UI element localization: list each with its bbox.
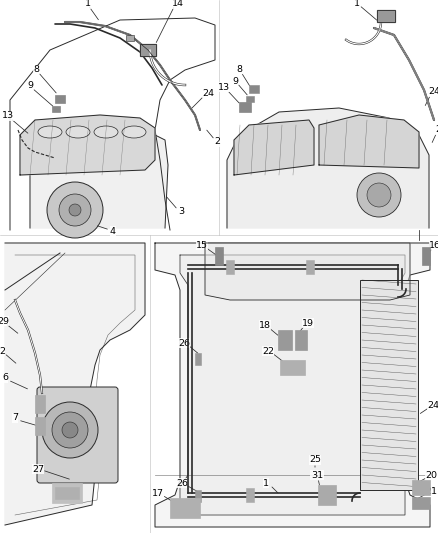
Text: 18: 18 [259,320,271,329]
Bar [239,102,251,112]
Circle shape [52,412,88,448]
Polygon shape [20,115,155,175]
Circle shape [47,182,103,238]
Circle shape [357,173,401,217]
Polygon shape [205,243,410,300]
Bar [422,247,430,265]
Polygon shape [5,243,145,525]
Bar [246,96,254,102]
Bar [170,498,200,518]
Text: 25: 25 [309,456,321,464]
Polygon shape [180,255,405,515]
Bar [35,417,45,435]
Circle shape [42,402,98,458]
Bar [249,85,259,93]
Bar [195,490,201,502]
Text: 27: 27 [32,464,44,473]
Bar [55,487,79,499]
Bar [52,483,82,503]
Text: 16: 16 [429,240,438,249]
Text: 14: 14 [172,0,184,9]
Text: 17: 17 [152,489,164,497]
Text: 8: 8 [236,66,242,75]
Text: 4: 4 [110,227,116,236]
Polygon shape [234,120,314,175]
Text: 21: 21 [425,488,437,497]
Bar [377,10,395,22]
Bar [318,485,336,505]
Bar [412,480,430,495]
Text: 8: 8 [33,66,39,75]
Bar [412,497,430,509]
Bar [246,488,254,502]
Bar [35,395,45,413]
Bar [306,260,314,274]
Bar [55,95,65,103]
Text: 13: 13 [218,83,230,92]
Text: 24: 24 [428,87,438,96]
Bar [360,280,418,490]
Bar [126,35,134,41]
FancyBboxPatch shape [37,387,118,483]
Circle shape [59,194,91,226]
Bar [226,260,234,274]
Text: 1: 1 [85,0,91,9]
Text: 9: 9 [232,77,238,85]
Text: 19: 19 [302,319,314,327]
Polygon shape [227,108,429,228]
Text: 2: 2 [0,346,5,356]
Bar [295,330,307,350]
Text: 24: 24 [427,400,438,409]
Text: 24: 24 [202,88,214,98]
Circle shape [62,422,78,438]
Text: 31: 31 [311,471,323,480]
Text: 15: 15 [196,240,208,249]
Text: 6: 6 [2,374,8,383]
Text: 1: 1 [263,479,269,488]
Text: 3: 3 [178,207,184,216]
Text: 22: 22 [262,346,274,356]
Text: 20: 20 [425,471,437,480]
Polygon shape [155,243,430,527]
Text: 1: 1 [354,0,360,7]
Text: 7: 7 [12,414,18,423]
Text: 26: 26 [178,338,190,348]
Text: 2: 2 [214,138,220,147]
Bar [321,488,329,502]
Bar [52,106,60,112]
Ellipse shape [66,126,90,138]
Ellipse shape [94,126,118,138]
Text: 29: 29 [0,317,9,326]
Bar [140,44,156,56]
Polygon shape [319,115,419,168]
Text: 13: 13 [2,111,14,120]
Bar [377,10,395,22]
Bar [278,330,292,350]
Text: 9: 9 [27,82,33,91]
Bar [215,247,223,265]
Circle shape [69,204,81,216]
Text: 26: 26 [176,479,188,488]
Bar [280,360,305,375]
Text: 2: 2 [435,125,438,134]
Bar [195,353,201,365]
Ellipse shape [38,126,62,138]
Polygon shape [30,130,168,228]
Bar [140,44,156,56]
Circle shape [367,183,391,207]
Ellipse shape [122,126,146,138]
